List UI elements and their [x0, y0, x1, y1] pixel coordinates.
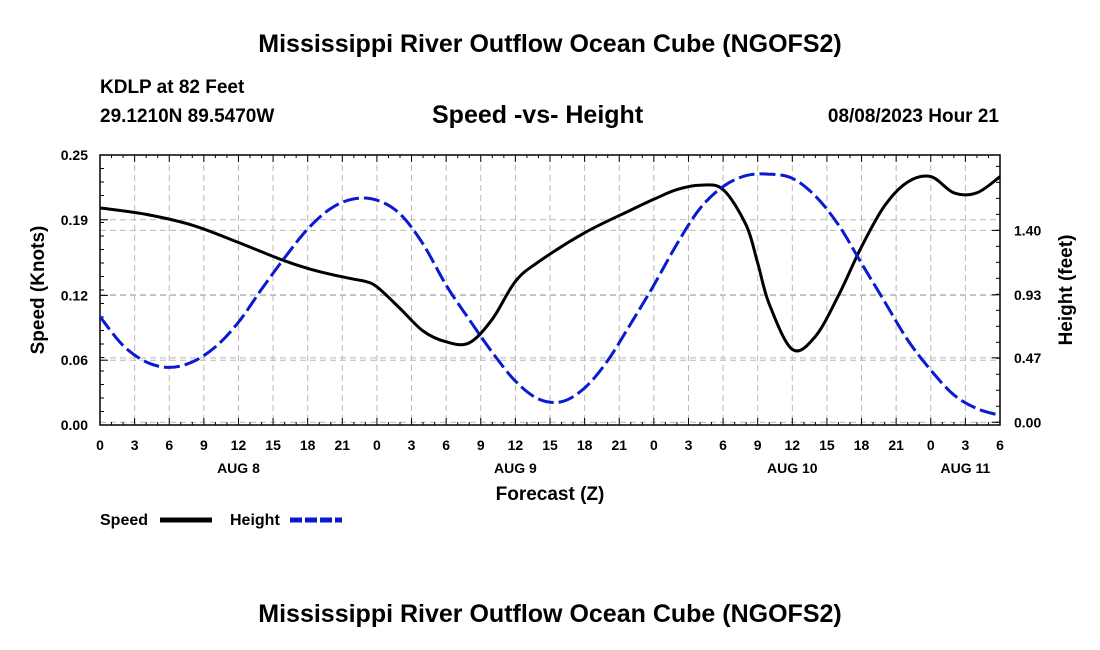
chart-subtitle: Speed -vs- Height	[432, 101, 644, 129]
y2-tick-label: 0.47	[1014, 350, 1041, 366]
x-tick-label: 3	[961, 437, 969, 453]
speed-series-line	[99, 174, 1001, 353]
y-tick-label: 0.06	[61, 352, 88, 368]
station-label: KDLP at 82 Feet	[100, 77, 245, 98]
day-label: AUG 10	[767, 460, 818, 476]
y2-tick-label: 0.00	[1014, 414, 1041, 430]
x-tick-label: 21	[611, 437, 627, 453]
forecast-date: 08/08/2023 Hour 21	[827, 106, 999, 127]
y-axis-title: Speed (Knots)	[28, 226, 49, 355]
x-tick-label: 12	[785, 437, 801, 453]
x-tick-label: 18	[854, 437, 870, 453]
x-tick-label: 3	[685, 437, 693, 453]
day-label: AUG 11	[940, 460, 990, 476]
station-coordinates: 29.1210N 89.5470W	[100, 106, 275, 127]
x-tick-label: 0	[373, 437, 381, 453]
chart-main-title-repeat: Mississippi River Outflow Ocean Cube (NG…	[258, 600, 842, 628]
x-tick-label: 21	[888, 437, 904, 453]
x-tick-label: 18	[300, 437, 316, 453]
x-tick-label: 12	[231, 437, 247, 453]
x-tick-label: 6	[996, 437, 1004, 453]
legend: Speed Height	[100, 512, 342, 529]
x-tick-label: 9	[477, 437, 485, 453]
height-series-line	[98, 172, 1001, 417]
data-series	[98, 172, 1001, 417]
day-label: AUG 9	[494, 460, 537, 476]
x-tick-label: 6	[165, 437, 173, 453]
x-tick-label: 0	[927, 437, 935, 453]
x-tick-label: 15	[542, 437, 558, 453]
x-tick-label: 3	[131, 437, 139, 453]
day-label: AUG 8	[217, 460, 260, 476]
y-tick-label: 0.19	[61, 212, 88, 228]
x-tick-label: 12	[508, 437, 524, 453]
x-tick-label: 0	[96, 437, 104, 453]
y-tick-label: 0.12	[61, 287, 88, 303]
axis-ticks	[99, 154, 1001, 426]
x-tick-label: 6	[442, 437, 450, 453]
x-tick-label: 6	[719, 437, 727, 453]
chart-main-title: Mississippi River Outflow Ocean Cube (NG…	[258, 30, 842, 58]
x-tick-label: 9	[754, 437, 762, 453]
x-tick-label: 0	[650, 437, 658, 453]
y2-tick-label: 1.40	[1014, 222, 1041, 238]
legend-speed-label: Speed	[100, 512, 148, 529]
x-tick-label: 9	[200, 437, 208, 453]
x-tick-label: 3	[408, 437, 416, 453]
x-axis-title: Forecast (Z)	[496, 484, 605, 505]
axis-labels: 0 3 6 9 12 15 18 21 0 3 6 9 12 15 18 21 0 3 6 9 12 15 18 21 0 3 6A…	[61, 147, 1042, 476]
y-tick-label: 0.25	[61, 147, 88, 163]
x-tick-label: 15	[819, 437, 835, 453]
y2-axis-title: Height (feet)	[1056, 235, 1077, 346]
x-tick-label: 15	[265, 437, 281, 453]
y-tick-label: 0.00	[61, 417, 88, 433]
y2-tick-label: 0.93	[1014, 287, 1041, 303]
x-tick-label: 18	[577, 437, 593, 453]
legend-height-label: Height	[230, 512, 280, 529]
grid-lines	[100, 155, 1000, 425]
speed-height-chart: 0 3 6 9 12 15 18 21 0 3 6 9 12 15 18 21 0 3 6 9 12 15 18 21 0 3 6A…	[28, 147, 1077, 529]
x-tick-label: 21	[335, 437, 351, 453]
